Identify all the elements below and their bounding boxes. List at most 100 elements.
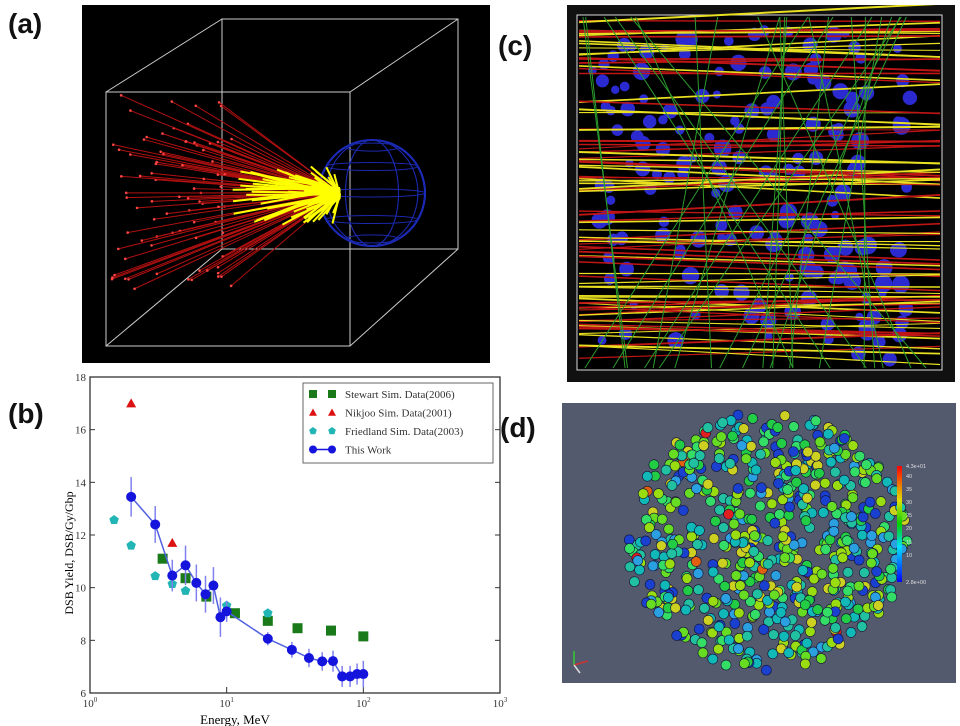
cell-sphere <box>812 604 823 615</box>
cell-sphere <box>644 522 655 533</box>
track-end <box>192 220 196 224</box>
track <box>578 171 941 192</box>
cell-sphere <box>822 606 833 618</box>
dna-sphere <box>891 242 907 258</box>
x-tick-exponent: 0 <box>94 696 98 704</box>
cell-sphere <box>815 653 827 664</box>
dna-sphere <box>714 283 729 299</box>
track <box>578 345 941 359</box>
cell-sphere <box>788 421 800 432</box>
cell-sphere <box>697 647 709 659</box>
cell-sphere <box>802 446 814 458</box>
track-end <box>221 231 225 235</box>
cell-sphere <box>779 552 791 563</box>
track-end <box>138 174 142 178</box>
colorbar-tick-label: 40 <box>906 474 912 480</box>
cell-sphere <box>678 505 689 516</box>
dna-sphere <box>717 233 726 242</box>
cell-sphere <box>822 428 834 440</box>
track-end <box>216 275 220 278</box>
cell-sphere <box>723 508 734 520</box>
pentagon-marker <box>180 585 191 595</box>
dna-sphere <box>619 261 634 277</box>
cell-sphere <box>810 479 821 491</box>
cell-sphere <box>741 630 753 642</box>
panel-a-simulation-view <box>82 5 490 363</box>
cell-sphere <box>810 451 822 462</box>
dna-sphere <box>845 91 860 106</box>
colorbar-tick-label: 30 <box>906 500 912 506</box>
dna-sphere <box>620 101 636 117</box>
green-track <box>658 16 902 369</box>
cell-sphere <box>799 599 811 611</box>
cell-sphere <box>759 580 770 592</box>
cell-sphere <box>663 523 675 535</box>
green-track <box>757 16 912 369</box>
track-end <box>120 175 123 178</box>
legend-label: Friedland Sim. Data(2003) <box>345 426 464 438</box>
cell-sphere <box>738 589 750 601</box>
dna-sphere <box>800 290 818 307</box>
panel-label-c: (c) <box>498 30 533 61</box>
cell-sphere <box>842 567 854 578</box>
colorbar-ticks: 4.3e+01 40 35 30 25 20 15 10 2.8e+00 <box>906 464 926 586</box>
cell-sphere <box>747 413 758 424</box>
cell-sphere <box>856 621 868 632</box>
cell-sphere <box>694 450 706 461</box>
cell-sphere <box>875 496 887 507</box>
cell-sphere <box>866 530 878 541</box>
cell-sphere <box>860 477 871 488</box>
green-track <box>789 16 829 369</box>
secondary-track <box>293 192 341 213</box>
track-end <box>220 275 223 278</box>
cell-sphere <box>659 580 671 591</box>
cell-sphere <box>650 529 662 540</box>
dna-sphere <box>675 244 686 255</box>
colorbar-tick-label: 10 <box>906 553 912 559</box>
dna-sphere <box>642 114 657 129</box>
y-axis-label: DSB Yield, DSB/Gy/Gbp <box>62 491 76 614</box>
cell-sphere <box>790 630 801 641</box>
cell-sphere <box>734 508 746 520</box>
track <box>578 175 941 186</box>
cell-sphere <box>702 478 714 490</box>
cell-sphere <box>681 573 693 584</box>
cell-sphere <box>770 457 781 468</box>
dna-sphere <box>635 135 651 151</box>
panel-label-a: (a) <box>8 8 43 39</box>
track-end <box>129 153 132 156</box>
cell-sphere <box>718 522 729 533</box>
green-track <box>603 16 831 369</box>
cell-sphere <box>693 584 704 595</box>
cell-sphere <box>798 483 809 494</box>
track-end <box>125 196 129 199</box>
cell-sphere <box>859 567 870 579</box>
cell-sphere <box>693 623 705 635</box>
track-end <box>217 205 220 209</box>
cell-sphere <box>749 530 760 541</box>
x-tick-label: 101 <box>219 696 234 710</box>
dna-sphere <box>603 273 616 285</box>
circle-marker <box>358 669 369 680</box>
cell-sphere <box>720 593 732 604</box>
track-end <box>223 173 227 176</box>
triangle-marker <box>328 408 336 416</box>
cell-sphere <box>770 570 782 581</box>
cell-sphere <box>830 622 841 633</box>
square-marker <box>262 615 273 626</box>
cell-sphere <box>656 540 667 551</box>
cell-sphere <box>829 466 841 478</box>
cell-sphere <box>769 589 780 601</box>
cell-sphere <box>637 488 649 499</box>
cell-sphere <box>754 500 766 512</box>
x-axis-label: Energy, MeV <box>200 712 270 726</box>
track-end <box>181 163 184 167</box>
pentagon-marker <box>309 427 317 435</box>
cell-sphere <box>758 624 769 635</box>
cell-sphere <box>702 615 714 626</box>
cell-sphere <box>768 629 779 640</box>
track <box>578 151 941 165</box>
dna-sphere <box>859 236 877 255</box>
green-track <box>719 16 901 369</box>
